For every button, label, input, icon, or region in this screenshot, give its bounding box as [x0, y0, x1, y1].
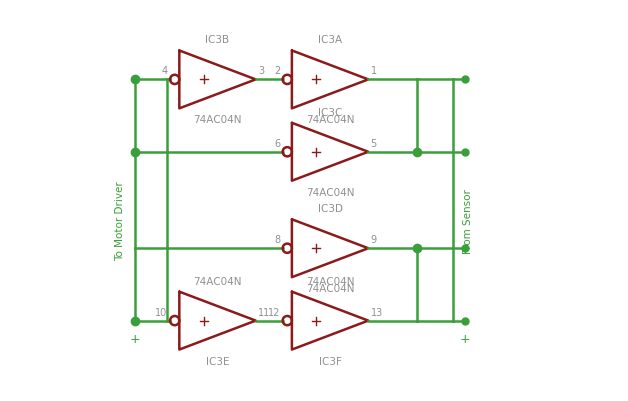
Text: 13: 13 [371, 307, 383, 317]
Text: 74AC04N: 74AC04N [306, 276, 354, 286]
Text: IC3A: IC3A [318, 35, 342, 45]
Text: 10: 10 [155, 307, 168, 317]
Text: 8: 8 [274, 235, 280, 245]
Text: +: + [460, 332, 470, 345]
Text: IC3E: IC3E [206, 356, 229, 366]
Text: 9: 9 [371, 235, 377, 245]
Text: To Motor Driver: To Motor Driver [115, 181, 125, 260]
Text: 74AC04N: 74AC04N [193, 276, 242, 286]
Text: IC3B: IC3B [205, 35, 230, 45]
Text: 6: 6 [274, 138, 280, 148]
Text: IC3D: IC3D [318, 204, 343, 214]
Text: 74AC04N: 74AC04N [193, 115, 242, 125]
Text: 3: 3 [258, 66, 264, 76]
Text: 4: 4 [161, 66, 168, 76]
Text: 12: 12 [268, 307, 280, 317]
Text: IC3C: IC3C [318, 107, 342, 117]
Text: IC3F: IC3F [318, 356, 342, 366]
Text: +: + [130, 332, 141, 345]
Text: 74AC04N: 74AC04N [306, 284, 354, 294]
Text: 5: 5 [371, 138, 377, 148]
Text: 11: 11 [258, 307, 271, 317]
Text: 1: 1 [371, 66, 377, 76]
Text: 2: 2 [274, 66, 280, 76]
Text: From Sensor: From Sensor [463, 188, 472, 253]
Text: 74AC04N: 74AC04N [306, 115, 354, 125]
Text: 74AC04N: 74AC04N [306, 187, 354, 197]
